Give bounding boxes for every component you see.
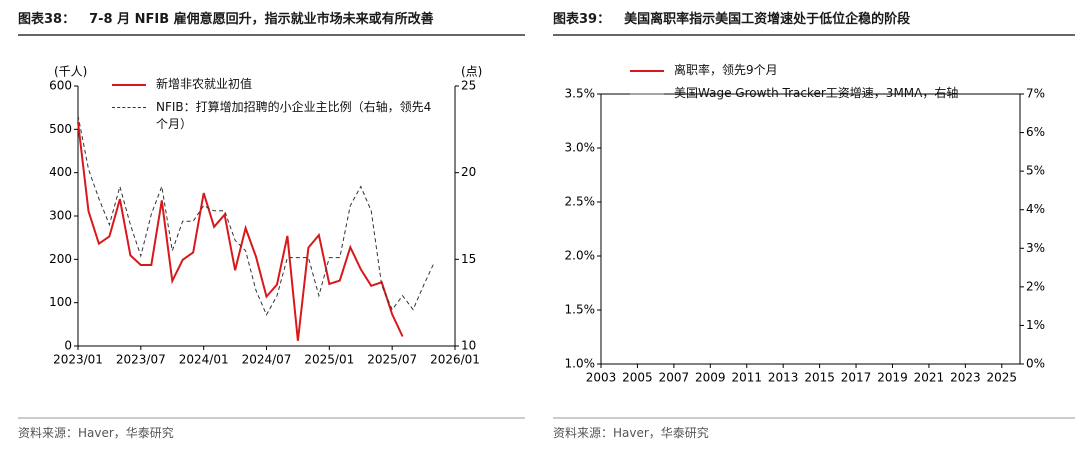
y-tick-label: 0 xyxy=(64,339,72,353)
y2-tick-label: 6% xyxy=(1026,125,1045,139)
x-tick-label: 2025/01 xyxy=(304,353,354,367)
y2-tick-label: 15 xyxy=(461,252,476,266)
y-axis-label: (千人) xyxy=(54,65,87,79)
y2-tick-label: 7% xyxy=(1026,87,1045,101)
source: 资料来源：Haver，华泰研究 xyxy=(18,426,174,440)
legend: 离职率，领先9个月美国Wage Growth Tracker工资增速，3MMA，… xyxy=(630,62,1050,108)
y-tick-label: 500 xyxy=(49,122,72,136)
y2-tick-label: 25 xyxy=(461,79,476,93)
legend-swatch xyxy=(630,70,664,72)
x-tick-label: 2023 xyxy=(950,371,981,385)
figure-label: 图表38： xyxy=(18,12,76,27)
y-tick-label: 100 xyxy=(49,295,72,309)
y2-axis-label: (点) xyxy=(461,65,482,79)
legend-label: 美国Wage Growth Tracker工资增速，3MMA，右轴 xyxy=(674,86,959,100)
x-tick-label: 2024/07 xyxy=(242,353,292,367)
x-tick-label: 2024/01 xyxy=(179,353,229,367)
x-tick-label: 2021 xyxy=(914,371,945,385)
y2-tick-label: 4% xyxy=(1026,202,1045,216)
x-tick-label: 2023/07 xyxy=(116,353,166,367)
y2-tick-label: 20 xyxy=(461,165,476,179)
y2-tick-label: 10 xyxy=(461,339,476,353)
figure-title: 7-8 月 NFIB 雇佣意愿回升，指示就业市场未来或有所改善 xyxy=(89,12,434,27)
series-line xyxy=(77,121,404,341)
legend-swatch xyxy=(112,84,146,86)
y-tick-label: 200 xyxy=(49,252,72,266)
legend: 新增非农就业初值 NFIB：打算增加招聘的小企业主比例（右轴，领先4个月） xyxy=(112,76,442,139)
x-tick-label: 2009 xyxy=(695,371,726,385)
legend-entry: 美国Wage Growth Tracker工资增速，3MMA，右轴 xyxy=(630,85,1050,102)
y2-tick-label: 3% xyxy=(1026,241,1045,255)
legend-swatch xyxy=(112,107,146,108)
y-tick-label: 3.5% xyxy=(565,87,596,101)
source: 资料来源：Haver，华泰研究 xyxy=(553,426,709,440)
x-tick-label: 2007 xyxy=(659,371,690,385)
y-tick-label: 400 xyxy=(49,165,72,179)
legend-entry: 离职率，领先9个月 xyxy=(630,62,1050,79)
y2-tick-label: 5% xyxy=(1026,164,1045,178)
y-tick-label: 2.0% xyxy=(565,249,596,263)
y-tick-label: 3.0% xyxy=(565,141,596,155)
figure-title: 美国离职率指示美国工资增速处于低位企稳的阶段 xyxy=(624,12,911,27)
series-line xyxy=(77,115,435,316)
x-tick-label: 2003 xyxy=(586,371,617,385)
legend-entry: NFIB：打算增加招聘的小企业主比例（右轴，领先4个月） xyxy=(112,99,442,133)
x-tick-label: 2025 xyxy=(987,371,1018,385)
x-tick-label: 2011 xyxy=(731,371,762,385)
legend-label: 离职率，领先9个月 xyxy=(674,63,778,77)
legend-entry: 新增非农就业初值 xyxy=(112,76,442,93)
x-tick-label: 2017 xyxy=(841,371,872,385)
x-tick-label: 2013 xyxy=(768,371,799,385)
x-tick-label: 2005 xyxy=(622,371,653,385)
x-tick-label: 2025/07 xyxy=(367,353,417,367)
legend-swatch xyxy=(630,93,664,95)
y-tick-label: 1.5% xyxy=(565,303,596,317)
header: 图表39： 美国离职率指示美国工资增速处于低位企稳的阶段 xyxy=(553,8,924,27)
x-tick-label: 2019 xyxy=(877,371,908,385)
y-tick-label: 2.5% xyxy=(565,195,596,209)
x-tick-label: 2026/01 xyxy=(430,353,480,367)
y-tick-label: 300 xyxy=(49,209,72,223)
y2-tick-label: 1% xyxy=(1026,318,1045,332)
legend-label: 新增非农就业初值 xyxy=(156,77,253,91)
header: 图表38： 7-8 月 NFIB 雇佣意愿回升，指示就业市场未来或有所改善 xyxy=(18,8,448,27)
x-tick-label: 2023/01 xyxy=(53,353,103,367)
y2-tick-label: 2% xyxy=(1026,279,1045,293)
y-tick-label: 1.0% xyxy=(565,357,596,371)
legend-label: NFIB：打算增加招聘的小企业主比例（右轴，领先4个月） xyxy=(156,100,432,131)
x-tick-label: 2015 xyxy=(804,371,835,385)
figure-label: 图表39： xyxy=(553,12,611,27)
y2-tick-label: 0% xyxy=(1026,357,1045,371)
y-tick-label: 600 xyxy=(49,79,72,93)
